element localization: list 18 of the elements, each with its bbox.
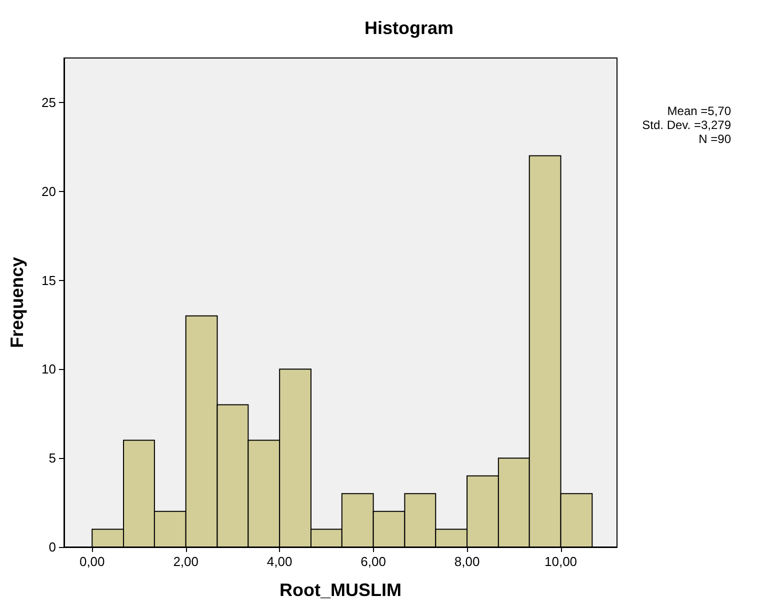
y-tick-label: 5 [48,450,56,466]
y-axis-title: Frequency [7,256,27,348]
x-tick-label: 2,00 [173,554,199,569]
x-axis-title: Root_MUSLIM [280,580,402,600]
x-tick-label: 8,00 [454,554,480,569]
x-tick-label: 10,00 [544,554,578,569]
text: N =90 [698,132,732,146]
text: Mean =5,70 [667,104,732,118]
y-tick-label: 25 [42,94,56,110]
chart-title: Histogram [364,18,454,38]
y-tick-label: 15 [42,272,56,288]
y-tick-label: 20 [42,184,56,199]
x-tick-label: 0,00 [79,554,105,569]
y-tick-label: 10 [42,362,56,377]
text: Std. Dev. =3,279 [642,118,732,132]
x-tick-label: 4,00 [266,554,292,569]
y-tick-label: 0 [48,540,56,554]
x-tick-label: 6,00 [360,554,386,569]
